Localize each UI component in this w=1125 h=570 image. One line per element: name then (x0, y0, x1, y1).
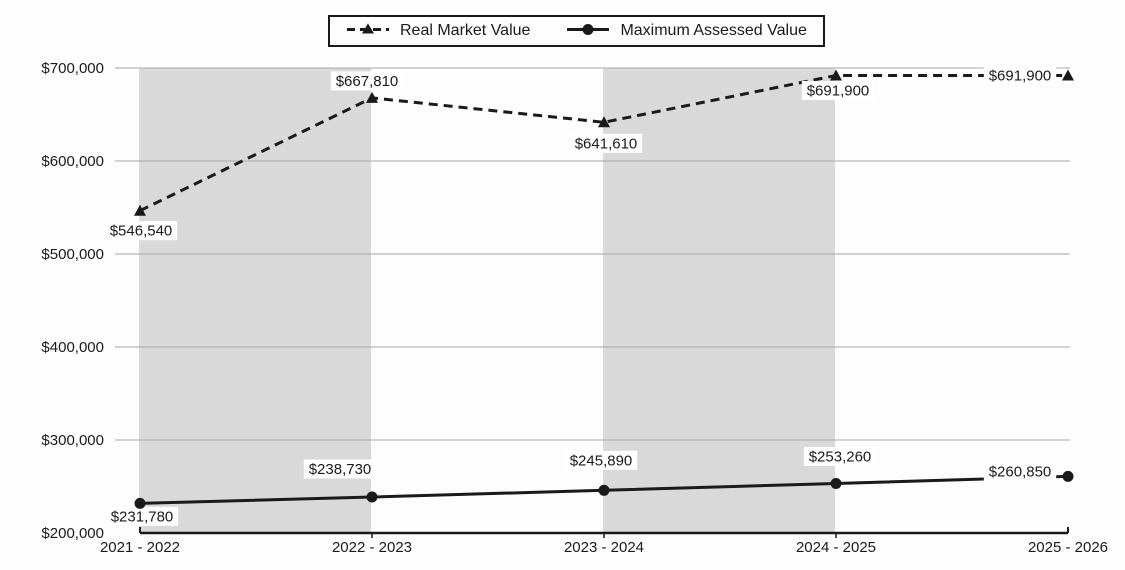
svg-text:$253,260: $253,260 (809, 449, 872, 466)
y-tick-label: $200,000 (41, 525, 104, 542)
svg-text:$546,540: $546,540 (110, 223, 173, 240)
svg-text:$245,890: $245,890 (570, 452, 633, 469)
svg-text:$238,730: $238,730 (309, 461, 372, 478)
data-label: $253,260 (803, 447, 877, 466)
triangle-marker (134, 204, 146, 216)
data-label: $691,900 (983, 66, 1057, 85)
legend-label-maximum-assessed-value: Maximum Assessed Value (620, 22, 807, 39)
data-label: $667,810 (330, 71, 404, 91)
legend-item-maximum-assessed-value: Maximum Assessed Value (566, 22, 807, 41)
legend-label-real-market-value: Real Market Value (400, 22, 531, 39)
series-markers-1 (134, 470, 1074, 509)
svg-text:$691,900: $691,900 (807, 83, 870, 100)
svg-text:$691,900: $691,900 (989, 68, 1052, 85)
data-label: $231,780 (105, 506, 179, 526)
data-label: $546,540 (104, 221, 178, 241)
triangle-marker (598, 116, 610, 128)
y-tick-label: $700,000 (41, 60, 104, 77)
x-axis: 2021 - 2022 2022 - 2023 2023 - 2024 2024 - … (100, 527, 1108, 556)
x-tick-label: 2022 - 2023 (332, 539, 412, 556)
series-labels-1: $231,780 $238,730 $245,890 $253,260 $260,850 (105, 447, 1057, 526)
series-line-0 (139, 74, 1068, 213)
x-tick-label: 2025 - 2026 (1028, 539, 1108, 556)
triangle-marker (1062, 69, 1074, 81)
y-tick-label: $300,000 (41, 432, 104, 449)
svg-text:$641,610: $641,610 (575, 135, 638, 152)
data-label: $260,850 (983, 461, 1057, 481)
triangle-marker (830, 69, 842, 81)
circle-marker (830, 478, 842, 489)
y-tick-label: $500,000 (41, 246, 104, 263)
y-tick-label: $600,000 (41, 153, 104, 170)
circle-marker (366, 491, 378, 503)
dashed-line-triangle-icon (346, 22, 390, 41)
data-label: $691,900 (801, 81, 875, 100)
circle-marker (598, 484, 610, 496)
plot-band (139, 68, 371, 533)
data-label: $641,610 (569, 133, 643, 153)
svg-text:$667,810: $667,810 (336, 73, 399, 90)
svg-text:$231,780: $231,780 (111, 508, 174, 525)
x-tick-label: 2024 - 2025 (796, 539, 876, 556)
x-tick-label: 2021 - 2022 (100, 539, 180, 556)
legend-item-real-market-value: Real Market Value (346, 22, 530, 41)
series-labels-0: $546,540 $667,810 $641,610 $691,900 $691,900 (104, 66, 1057, 241)
y-axis: $200,000 $300,000 $400,000 $500,000 $600,000… (41, 60, 1070, 542)
data-label: $238,730 (303, 459, 377, 479)
circle-marker (1062, 470, 1074, 482)
series-markers-0 (134, 69, 1074, 216)
circle-marker (134, 497, 146, 509)
data-label: $245,890 (564, 450, 638, 470)
chart-legend: Real Market Value Maximum Assessed Value (328, 15, 825, 47)
svg-text:$260,850: $260,850 (989, 463, 1052, 480)
y-tick-label: $400,000 (41, 339, 104, 356)
x-tick-label: 2023 - 2024 (564, 539, 644, 556)
triangle-marker (366, 91, 378, 103)
solid-line-circle-icon (566, 22, 610, 41)
